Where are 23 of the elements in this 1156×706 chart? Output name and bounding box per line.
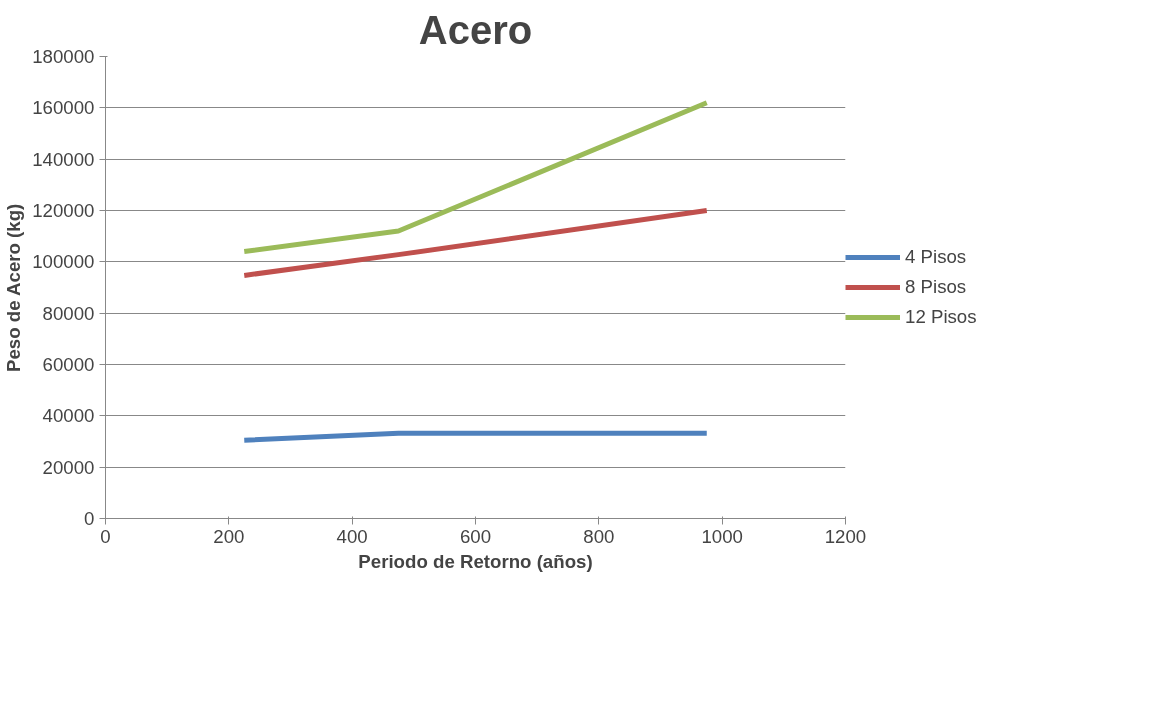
- y-tick-label: 180000: [32, 46, 95, 67]
- y-tick-label: 80000: [42, 302, 95, 324]
- y-tick-label: 20000: [42, 456, 95, 478]
- y-tick-label: 140000: [32, 148, 95, 170]
- y-tick-label: 120000: [32, 200, 95, 221]
- y-axis-title: Peso de Acero (kg): [3, 203, 25, 372]
- x-tick-label: 200: [213, 525, 245, 547]
- x-tick-label: 600: [459, 525, 492, 547]
- y-tick-label: 60000: [42, 354, 95, 375]
- x-tick-label: 1200: [824, 525, 867, 547]
- x-tick-label: 0: [100, 525, 111, 547]
- x-axis-title: Periodo de Retorno (años): [358, 550, 593, 572]
- y-tick-label: 100000: [32, 251, 95, 273]
- x-tick-label: 400: [336, 525, 368, 547]
- legend-label: 8 Pisos: [905, 276, 967, 298]
- y-tick-label: 40000: [42, 405, 95, 427]
- legend-label: 4 Pisos: [905, 246, 967, 268]
- x-tick-label: 800: [583, 525, 615, 547]
- y-tick-label: 0: [84, 508, 95, 529]
- x-tick-label: 1000: [701, 525, 743, 547]
- y-tick-label: 160000: [32, 97, 95, 119]
- legend-label: 12 Pisos: [905, 306, 977, 328]
- chart-title: Acero: [418, 7, 533, 52]
